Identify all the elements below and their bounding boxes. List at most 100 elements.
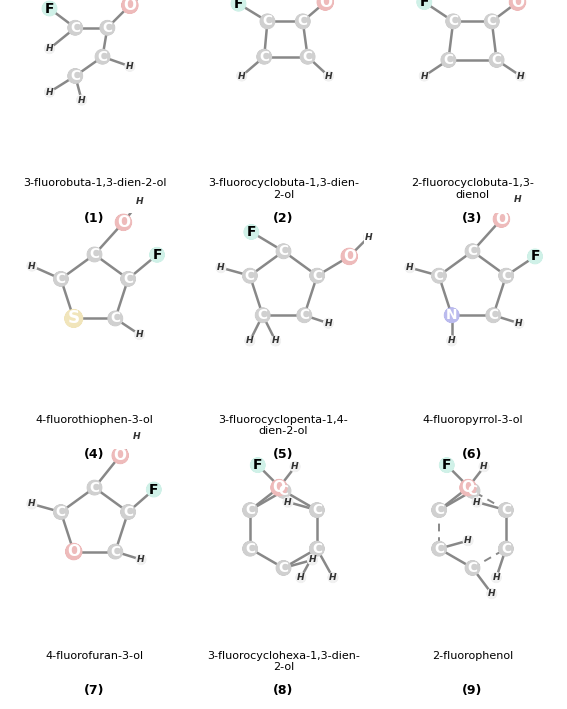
Circle shape — [367, 235, 368, 236]
Circle shape — [474, 499, 479, 504]
Circle shape — [503, 507, 506, 510]
Circle shape — [435, 272, 441, 278]
Circle shape — [417, 0, 431, 9]
Circle shape — [121, 272, 136, 286]
Circle shape — [30, 502, 32, 504]
Circle shape — [445, 308, 459, 323]
Circle shape — [498, 216, 502, 220]
Text: S: S — [67, 309, 80, 328]
Circle shape — [149, 484, 158, 493]
Circle shape — [420, 71, 429, 81]
Circle shape — [515, 320, 521, 325]
Circle shape — [243, 503, 257, 517]
Circle shape — [239, 74, 243, 77]
Circle shape — [500, 269, 512, 281]
Circle shape — [528, 249, 542, 264]
Circle shape — [243, 269, 257, 283]
Circle shape — [490, 312, 494, 316]
Circle shape — [515, 319, 523, 327]
Circle shape — [489, 311, 494, 316]
Circle shape — [308, 556, 316, 564]
Circle shape — [125, 509, 129, 513]
Circle shape — [490, 592, 492, 593]
Text: 4-fluoropyrrol-3-ol: 4-fluoropyrrol-3-ol — [422, 415, 523, 425]
Circle shape — [259, 312, 264, 316]
Circle shape — [514, 197, 518, 200]
Circle shape — [280, 564, 285, 570]
Circle shape — [326, 74, 329, 77]
Circle shape — [286, 501, 288, 502]
Circle shape — [442, 54, 454, 66]
Circle shape — [446, 309, 458, 321]
Circle shape — [310, 269, 324, 283]
Circle shape — [309, 557, 315, 563]
Circle shape — [47, 6, 49, 9]
Circle shape — [124, 0, 134, 9]
Circle shape — [126, 62, 133, 69]
Circle shape — [54, 272, 66, 284]
Circle shape — [68, 21, 82, 35]
Circle shape — [45, 44, 54, 53]
Circle shape — [70, 315, 74, 319]
Circle shape — [57, 508, 62, 513]
Circle shape — [281, 566, 282, 567]
Circle shape — [490, 54, 502, 66]
Circle shape — [434, 505, 443, 514]
Circle shape — [117, 452, 121, 456]
Circle shape — [70, 23, 79, 31]
Circle shape — [236, 1, 238, 4]
Circle shape — [264, 18, 268, 22]
Circle shape — [500, 270, 511, 281]
Circle shape — [510, 0, 526, 10]
Circle shape — [328, 573, 337, 582]
Circle shape — [434, 544, 443, 552]
Circle shape — [149, 485, 154, 490]
Circle shape — [276, 561, 291, 575]
Text: N: N — [446, 308, 458, 322]
Circle shape — [467, 562, 477, 572]
Circle shape — [329, 574, 336, 581]
Circle shape — [494, 57, 496, 60]
Circle shape — [312, 271, 318, 277]
Circle shape — [344, 252, 350, 257]
Circle shape — [261, 16, 272, 26]
Circle shape — [216, 263, 226, 272]
Circle shape — [491, 55, 501, 64]
Circle shape — [243, 542, 257, 556]
Circle shape — [331, 576, 333, 577]
Text: C: C — [90, 247, 99, 262]
Circle shape — [278, 562, 289, 573]
Circle shape — [45, 4, 53, 12]
Circle shape — [78, 97, 84, 102]
Circle shape — [310, 503, 323, 517]
Circle shape — [116, 214, 132, 230]
Circle shape — [434, 271, 442, 279]
Circle shape — [247, 545, 251, 550]
Circle shape — [108, 311, 122, 325]
Circle shape — [273, 481, 284, 492]
Circle shape — [218, 264, 223, 270]
Circle shape — [417, 0, 431, 9]
Circle shape — [231, 0, 246, 11]
Circle shape — [263, 16, 271, 25]
Circle shape — [318, 0, 333, 10]
Circle shape — [443, 462, 448, 467]
Circle shape — [308, 556, 316, 563]
Text: C: C — [443, 53, 454, 67]
Circle shape — [65, 310, 83, 328]
Circle shape — [311, 542, 323, 554]
Circle shape — [314, 546, 316, 548]
Circle shape — [499, 217, 500, 218]
Circle shape — [112, 447, 128, 464]
Circle shape — [280, 487, 285, 493]
Circle shape — [272, 480, 286, 495]
Circle shape — [28, 500, 35, 508]
Circle shape — [265, 19, 266, 21]
Text: C: C — [434, 542, 444, 556]
Circle shape — [153, 251, 159, 257]
Circle shape — [134, 434, 137, 437]
Circle shape — [147, 484, 159, 496]
Circle shape — [68, 546, 78, 555]
Circle shape — [510, 0, 524, 9]
Circle shape — [127, 63, 130, 67]
